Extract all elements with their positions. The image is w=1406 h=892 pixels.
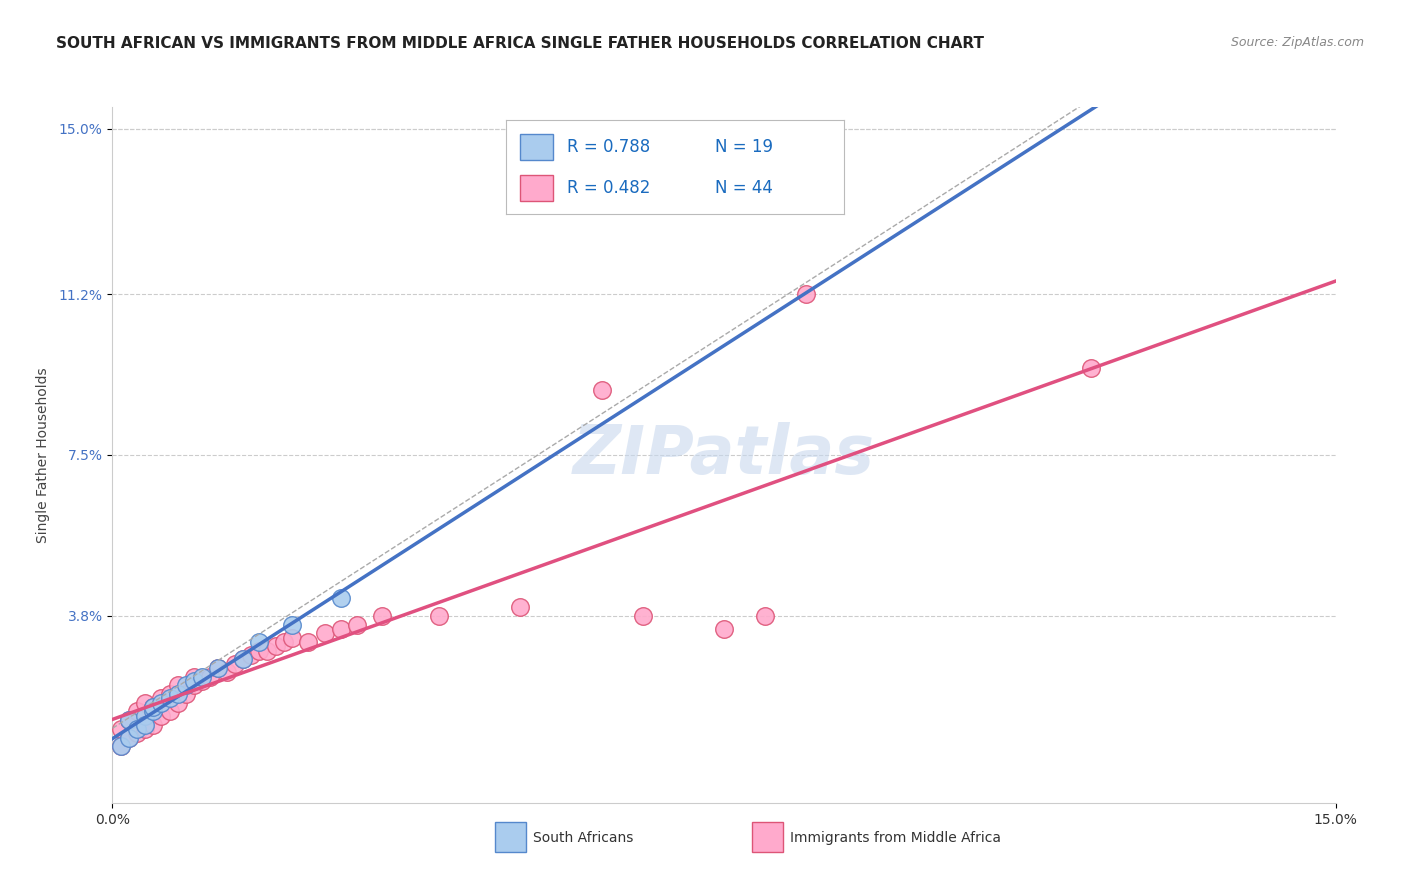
Point [166, 696, 188, 710]
Point [142, 700, 165, 714]
Point [134, 722, 156, 736]
Point [256, 643, 278, 657]
Text: N = 19: N = 19 [716, 137, 773, 155]
Point [142, 700, 165, 714]
Point [224, 657, 246, 671]
Point [215, 665, 238, 680]
Point [207, 661, 229, 675]
Point [191, 674, 214, 689]
Bar [520, 175, 554, 201]
Point [118, 731, 141, 745]
Point [281, 617, 304, 632]
Point [150, 708, 173, 723]
Point [142, 717, 165, 731]
Point [125, 705, 148, 719]
Point [207, 661, 229, 675]
Point [232, 652, 254, 666]
Text: SOUTH AFRICAN VS IMMIGRANTS FROM MIDDLE AFRICA SINGLE FATHER HOUSEHOLDS CORRELAT: SOUTH AFRICAN VS IMMIGRANTS FROM MIDDLE … [56, 36, 984, 51]
Point [754, 608, 776, 623]
Text: Immigrants from Middle Africa: Immigrants from Middle Africa [790, 830, 1001, 845]
Text: ZIPatlas: ZIPatlas [574, 422, 875, 488]
Text: South Africans: South Africans [533, 830, 633, 845]
Point [134, 708, 156, 723]
Point [329, 622, 352, 636]
Point [346, 617, 368, 632]
Point [134, 696, 156, 710]
Text: N = 44: N = 44 [716, 179, 773, 197]
Point [247, 643, 270, 657]
Point [509, 600, 531, 615]
Point [118, 731, 141, 745]
Point [118, 713, 141, 727]
Point [125, 726, 148, 740]
Point [427, 608, 450, 623]
Point [159, 687, 181, 701]
Point [125, 722, 148, 736]
Text: R = 0.482: R = 0.482 [567, 179, 650, 197]
Point [166, 687, 188, 701]
Point [150, 696, 173, 710]
Point [631, 608, 654, 623]
Point [134, 717, 156, 731]
Point [183, 678, 205, 692]
Point [264, 639, 287, 653]
Point [159, 705, 181, 719]
Point [232, 652, 254, 666]
Point [110, 739, 132, 754]
Text: Source: ZipAtlas.com: Source: ZipAtlas.com [1230, 36, 1364, 49]
Point [142, 705, 165, 719]
Point [183, 670, 205, 684]
Point [329, 591, 352, 606]
Point [1080, 361, 1102, 376]
Point [118, 713, 141, 727]
Point [281, 631, 304, 645]
Point [713, 622, 735, 636]
Point [174, 678, 197, 692]
Point [297, 635, 319, 649]
Point [183, 674, 205, 689]
Point [150, 691, 173, 706]
Point [159, 691, 181, 706]
Point [166, 678, 188, 692]
Point [174, 687, 197, 701]
Point [110, 722, 132, 736]
Point [314, 626, 336, 640]
Text: R = 0.788: R = 0.788 [567, 137, 650, 155]
Point [110, 739, 132, 754]
Point [370, 608, 392, 623]
Point [591, 383, 613, 397]
Point [191, 670, 214, 684]
Point [273, 635, 295, 649]
Y-axis label: Single Father Households: Single Father Households [37, 368, 51, 542]
Bar [520, 134, 554, 160]
Point [247, 635, 270, 649]
Point [240, 648, 263, 662]
Point [200, 670, 222, 684]
Point [794, 287, 817, 301]
